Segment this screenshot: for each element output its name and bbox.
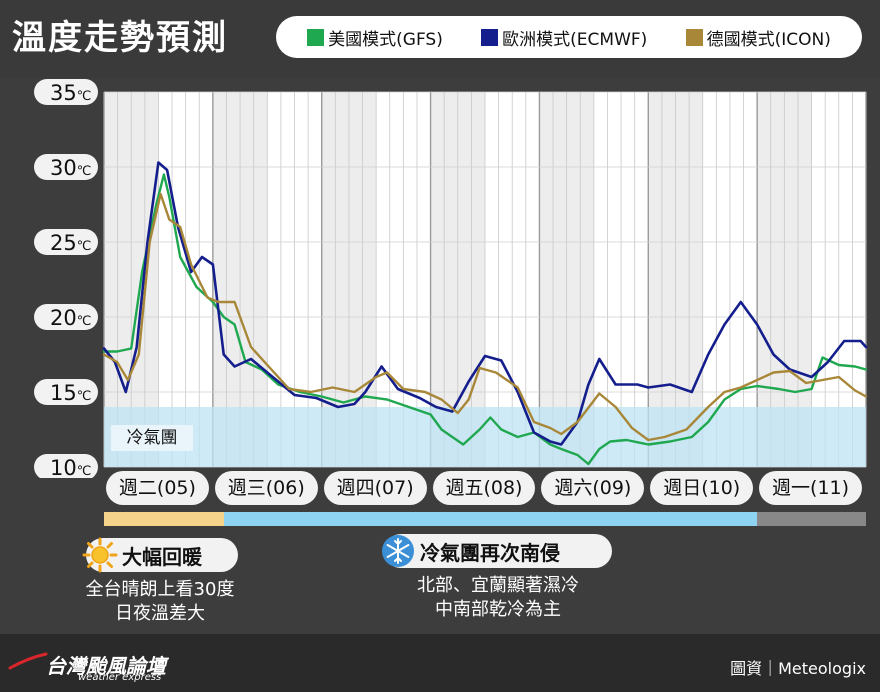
y-tick-unit: ℃ (77, 239, 92, 254)
y-tick-pill (34, 229, 98, 255)
legend-item-ecmwf: 歐洲模式(ECMWF) (481, 25, 647, 50)
legend-item-gfs: 美國模式(GFS) (307, 25, 443, 50)
tag-warming-desc-line: 日夜溫差大 (115, 603, 205, 624)
y-tick-unit: ℃ (77, 89, 92, 104)
legend-swatch-icon (685, 28, 703, 46)
legend-swatch-gfs (307, 28, 325, 46)
tag-cold-air-desc-line: 中南部乾冷為主 (435, 599, 561, 620)
y-tick-unit: ℃ (77, 464, 92, 478)
brand-logo: 台灣颱風論壇 (46, 650, 166, 679)
tag-warming-desc-line: 全台晴朗上看30度 (85, 579, 235, 600)
legend-swatch-ecmwf (481, 28, 499, 46)
y-tick-pill (34, 379, 98, 405)
chart-legend: 美國模式(GFS) 歐洲模式(ECMWF) 德國模式(ICON) (276, 16, 862, 58)
tag-warming-label: 大幅回暖 (122, 544, 202, 569)
x-tick-day: 週六(09) (541, 471, 645, 505)
x-tick-day: 週日(10) (650, 471, 754, 505)
x-tick-day: 週一(11) (759, 471, 862, 505)
x-tick-day: 週五(08) (432, 471, 536, 505)
brand-swoosh-icon (8, 652, 48, 670)
y-tick-unit: ℃ (77, 389, 92, 404)
y-tick-unit: ℃ (77, 164, 92, 179)
series-line-gfs (102, 173, 868, 466)
series-line-ecmwf (102, 161, 868, 446)
tag-warming: 大幅回暖 (82, 537, 238, 573)
cold-air-label: 冷氣團 (111, 425, 193, 451)
y-tick-pill (34, 304, 98, 330)
y-tick-pill (34, 454, 98, 478)
y-tick: 35℃ (34, 79, 98, 105)
snowflake-icon (382, 535, 414, 567)
y-tick: 15℃ (34, 379, 98, 405)
x-tick-day: 週二(05) (106, 471, 209, 505)
legend-label-icon: 德國模式(ICON) (706, 29, 831, 50)
header: 溫度走勢預測 美國模式(GFS) 歐洲模式(ECMWF) 德國模式(ICON) (0, 0, 880, 78)
y-tick-pill (34, 154, 98, 180)
page-title: 溫度走勢預測 (12, 18, 228, 58)
timeline-segment (223, 512, 758, 526)
y-tick: 30℃ (34, 154, 98, 180)
sun-icon (82, 537, 118, 573)
image-credit: 圖資｜Meteologix (730, 659, 866, 678)
x-tick-day: 週四(07) (323, 471, 427, 505)
temperature-chart: 35℃ 30℃ 25℃ 20℃ 15℃ 10℃ (34, 79, 868, 478)
y-tick-label: 35℃ (50, 81, 91, 105)
legend-item-icon: 德國模式(ICON) (685, 25, 831, 50)
series-line-icon (102, 192, 868, 442)
footer (0, 634, 880, 692)
brand-name: 台灣颱風論壇 (46, 654, 166, 678)
y-tick: 10℃ (34, 454, 98, 478)
timeline-segment (104, 512, 224, 526)
y-tick-pill (34, 79, 98, 105)
y-tick: 25℃ (34, 229, 98, 255)
x-tick-day: 週三(06) (214, 471, 318, 505)
tag-cold-air: 冷氣團再次南侵 (382, 534, 612, 568)
tag-cold-air-label: 冷氣團再次南侵 (420, 540, 560, 565)
y-tick: 20℃ (34, 304, 98, 330)
y-tick-unit: ℃ (77, 314, 92, 329)
tag-cold-air-desc: 北部、宜蘭顯著濕冷 中南部乾冷為主 (378, 574, 618, 622)
brand-subtitle: weather express (78, 672, 162, 683)
cold-air-band (104, 407, 866, 467)
tag-cold-air-desc-line: 北部、宜蘭顯著濕冷 (417, 575, 579, 596)
timeline-segment (757, 512, 866, 526)
legend-label-gfs: 美國模式(GFS) (328, 29, 443, 50)
legend-label-ecmwf: 歐洲模式(ECMWF) (502, 29, 648, 50)
tag-warming-desc: 全台晴朗上看30度 日夜溫差大 (60, 578, 260, 626)
